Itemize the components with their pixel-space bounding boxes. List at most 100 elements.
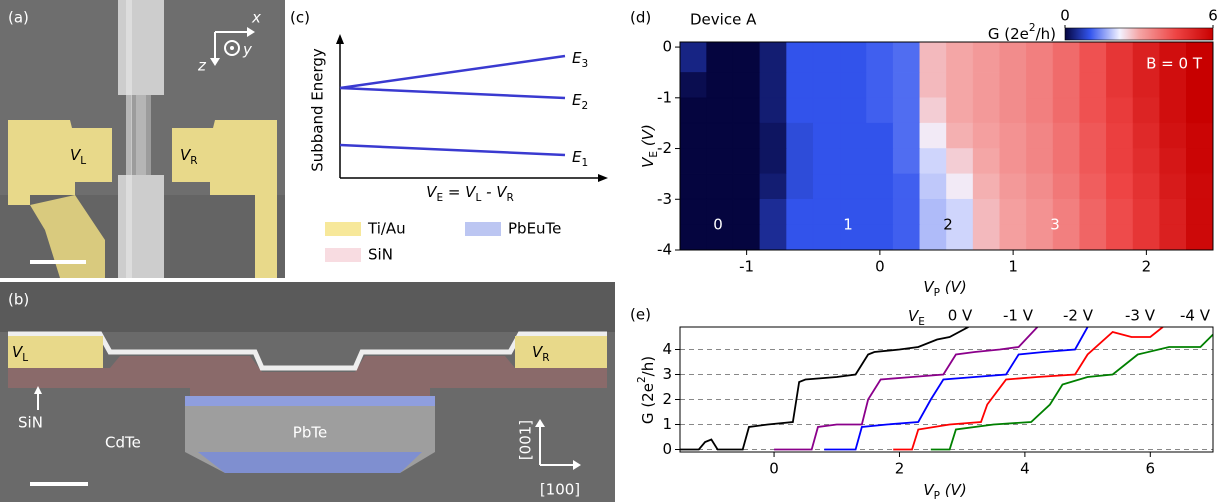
heatmap-cell — [1080, 149, 1107, 174]
heatmap-cell — [920, 174, 947, 199]
panel-label: (c) — [290, 9, 310, 27]
contact-label-part: L — [80, 155, 86, 167]
axis-label-part: E — [436, 192, 443, 204]
y-axis-label-part: (V) — [639, 124, 657, 151]
heatmap-cell — [973, 225, 1000, 250]
heatmap-cell — [893, 98, 920, 123]
heatmap-cell — [1160, 149, 1187, 174]
heatmap-cell — [893, 42, 920, 72]
heatmap-cell — [787, 174, 814, 199]
colorbar-tick-label: 0 — [1060, 7, 1070, 25]
heatmap-cell — [733, 225, 760, 250]
heatmap-cell — [1106, 149, 1133, 174]
heatmap-cell — [867, 123, 894, 148]
legend-label: 0 V — [948, 307, 973, 325]
y-tick-label: 0 — [662, 440, 672, 458]
heatmap-cell — [787, 123, 814, 148]
heatmap-cell — [760, 225, 787, 250]
heatmap-cell — [680, 98, 707, 123]
heatmap-cell — [733, 42, 760, 72]
colorbar-label-part: G (2e — [988, 25, 1029, 43]
plateau-label: 2 — [943, 216, 953, 234]
x-tick-label: 2 — [895, 460, 905, 478]
legend-label: -4 V — [1180, 307, 1211, 325]
heatmap-cell — [1000, 123, 1027, 148]
legend-label: PbEuTe — [508, 220, 561, 238]
contact-label-part: R — [190, 155, 197, 167]
y-axis-label: G (2e2/h) — [636, 356, 657, 424]
heatmap-cell — [1186, 149, 1213, 174]
heatmap-cell — [1053, 72, 1080, 97]
heatmap-cell — [1000, 199, 1027, 224]
heatmap-cell — [1186, 174, 1213, 199]
heatmap-cell — [707, 174, 734, 199]
heatmap-cell — [1000, 225, 1027, 250]
heatmap-cell — [1106, 42, 1133, 72]
heatmap-cell — [973, 149, 1000, 174]
heatmap-cell — [893, 225, 920, 250]
x-tick-label: 4 — [1020, 460, 1030, 478]
heatmap-cell — [1133, 123, 1160, 148]
heatmap-cell — [893, 149, 920, 174]
level-label: E2 — [572, 91, 588, 113]
heatmap-cell — [1133, 72, 1160, 97]
heatmap-cell — [1053, 174, 1080, 199]
heatmap-cell — [840, 72, 867, 97]
figure: (a)xyzVLVR(b)VLVRSiNCdTePbTe[001][100](c… — [0, 0, 1223, 502]
y-tick-label: 1 — [662, 415, 672, 433]
colorbar-label-part: /h) — [1036, 25, 1056, 43]
heatmap-cell — [1186, 72, 1213, 97]
axis-z: z — [197, 57, 207, 75]
heatmap-cell — [1106, 199, 1133, 224]
x-axis-label-part: (V) — [940, 481, 967, 499]
layer-label: SiN — [18, 414, 43, 432]
heatmap-cell — [1106, 174, 1133, 199]
x-tick-label: 2 — [1142, 258, 1152, 276]
heatmap-cell — [1133, 225, 1160, 250]
legend-title: VE — [908, 307, 925, 329]
heatmap-cell — [760, 174, 787, 199]
heatmap-cell — [1080, 72, 1107, 97]
legend-label: -3 V — [1125, 307, 1156, 325]
heatmap-cell — [840, 98, 867, 123]
heatmap-cell — [1026, 42, 1053, 72]
heatmap-cell — [733, 98, 760, 123]
heatmap-cell — [1106, 225, 1133, 250]
heatmap-cell — [787, 42, 814, 72]
x-tick-label: 1 — [1008, 258, 1018, 276]
heatmap-cell — [733, 199, 760, 224]
legend-label: Ti/Au — [367, 220, 406, 238]
level-label: E1 — [572, 148, 588, 170]
heatmap-cell — [1133, 174, 1160, 199]
legend-label: -1 V — [1003, 307, 1034, 325]
heatmap-cell — [1106, 123, 1133, 148]
plateau-label: 0 — [713, 216, 723, 234]
y-tick-label: 4 — [662, 340, 672, 358]
heatmap-cell — [867, 149, 894, 174]
heatmap-cell — [893, 199, 920, 224]
heatmap-cell — [1026, 72, 1053, 97]
heatmap-cell — [787, 149, 814, 174]
heatmap-cell — [1160, 225, 1187, 250]
heatmap-cell — [973, 98, 1000, 123]
x-axis-label: VP (V) — [923, 481, 966, 502]
y-tick-label: -4 — [657, 241, 672, 259]
x-tick-label: 6 — [1146, 460, 1156, 478]
heatmap-cell — [1080, 225, 1107, 250]
heatmap-cell — [813, 42, 840, 72]
y-tick-label: -3 — [657, 190, 672, 208]
heatmap-cell — [1160, 174, 1187, 199]
heatmap-cell — [680, 123, 707, 148]
axis-y: y — [242, 41, 253, 59]
heatmap-cell — [920, 123, 947, 148]
heatmap-cell — [1186, 225, 1213, 250]
heatmap-cell — [813, 225, 840, 250]
heatmap-cell — [840, 174, 867, 199]
y-axis-label-part: E — [648, 151, 660, 158]
plot-frame — [680, 327, 1213, 452]
heatmap-cell — [867, 42, 894, 72]
heatmap-cell — [707, 42, 734, 72]
y-tick-label: -1 — [657, 88, 672, 106]
heatmap-cell — [1053, 42, 1080, 72]
x-axis-label: VP (V) — [923, 278, 966, 300]
